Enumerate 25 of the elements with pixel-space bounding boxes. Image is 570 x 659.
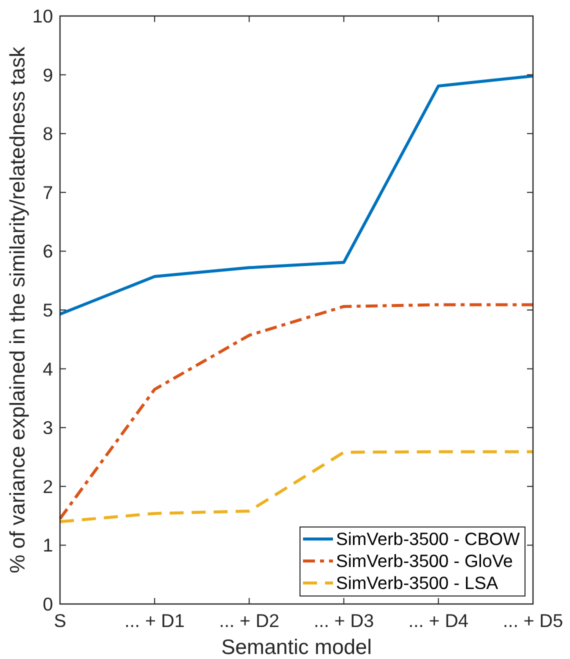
x-axis-title: Semantic model bbox=[221, 636, 372, 659]
y-tick-label: 2 bbox=[42, 476, 53, 497]
x-tick-label: ... + D1 bbox=[124, 610, 185, 631]
x-tick-label: ... + D4 bbox=[408, 610, 468, 631]
y-tick-label: 0 bbox=[42, 593, 53, 614]
legend-label: SimVerb-3500 - CBOW bbox=[336, 529, 520, 550]
line-series bbox=[58, 74, 534, 316]
line-series bbox=[58, 303, 534, 520]
x-tick-label: ... + D5 bbox=[502, 610, 564, 631]
y-tick-label: 1 bbox=[42, 534, 53, 556]
y-tick-label: 5 bbox=[42, 299, 53, 320]
y-axis-title: % of variance explained in the similarity/relatedness task bbox=[6, 46, 30, 574]
y-tick-label: 9 bbox=[42, 64, 53, 86]
y-tick-label: 10 bbox=[32, 5, 53, 26]
x-tick-label: S bbox=[54, 610, 66, 631]
legend-label: SimVerb-3500 - GloVe bbox=[336, 551, 514, 572]
y-tick-label: 6 bbox=[42, 240, 53, 262]
x-tick-label: ... + D2 bbox=[219, 610, 280, 631]
y-tick-label: 7 bbox=[42, 182, 53, 203]
legend-label: SimVerb-3500 - LSA bbox=[336, 573, 498, 594]
line-series bbox=[58, 450, 534, 524]
y-tick-label: 3 bbox=[42, 417, 53, 438]
x-tick-label: ... + D3 bbox=[314, 610, 374, 631]
y-tick-label: 8 bbox=[42, 123, 53, 144]
y-tick-label: 4 bbox=[42, 358, 53, 380]
